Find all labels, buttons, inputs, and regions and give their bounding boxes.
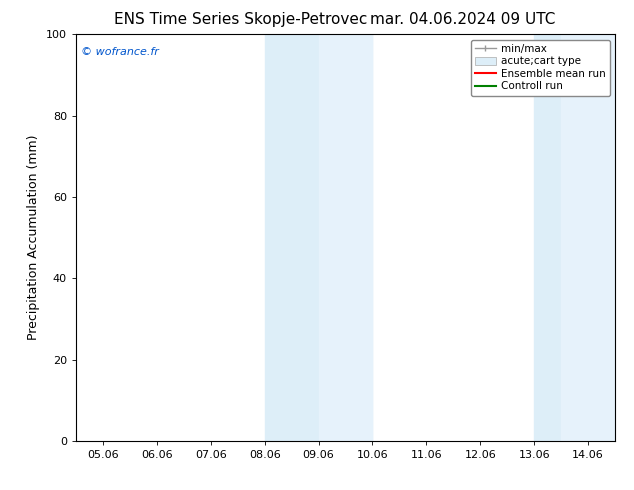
Bar — [265, 34, 373, 441]
Bar — [534, 34, 588, 441]
Bar — [319, 34, 373, 441]
Text: © wofrance.fr: © wofrance.fr — [81, 47, 159, 56]
Bar — [561, 34, 615, 441]
Text: mar. 04.06.2024 09 UTC: mar. 04.06.2024 09 UTC — [370, 12, 555, 27]
Y-axis label: Precipitation Accumulation (mm): Precipitation Accumulation (mm) — [27, 135, 41, 341]
Legend: min/max, acute;cart type, Ensemble mean run, Controll run: min/max, acute;cart type, Ensemble mean … — [470, 40, 610, 96]
Text: ENS Time Series Skopje-Petrovec: ENS Time Series Skopje-Petrovec — [114, 12, 368, 27]
